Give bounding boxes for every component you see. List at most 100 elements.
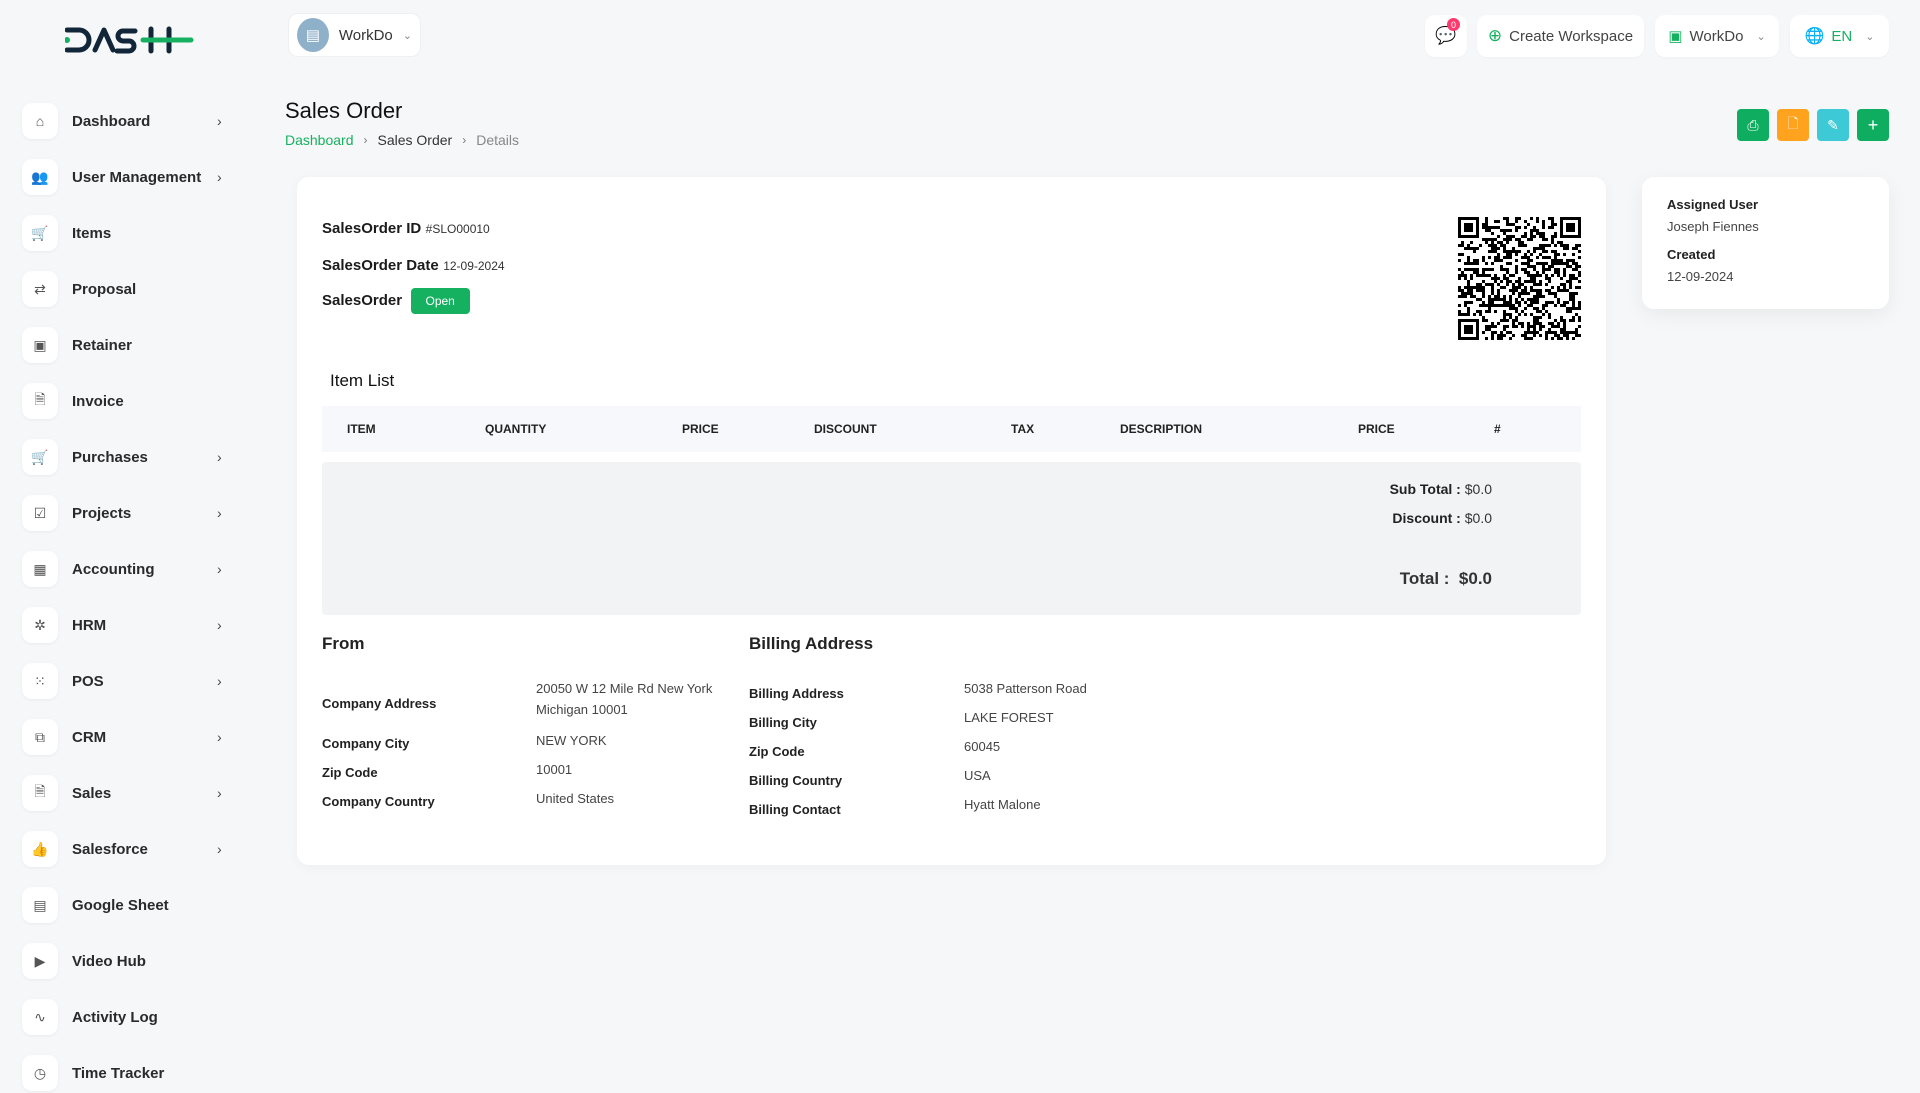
printer-icon: ⎙ [1747, 116, 1759, 133]
thumbs-up-icon: 👍 [22, 831, 58, 867]
chevron-right-icon: › [217, 561, 222, 577]
sidebar-item-hrm[interactable]: ✲ HRM › [22, 605, 232, 645]
chevron-right-icon: › [217, 673, 222, 689]
home-icon: ⌂ [22, 103, 58, 139]
globe-icon: 🌐 [1804, 28, 1825, 45]
discount-label: Discount : [1392, 510, 1461, 526]
breadcrumb-sales-order[interactable]: Sales Order [377, 132, 453, 148]
chevron-right-icon: › [217, 617, 222, 633]
column-header: DESCRIPTION [1120, 422, 1203, 436]
sidebar-item-video-hub[interactable]: ▶ Video Hub [22, 941, 232, 981]
add-button[interactable]: + [1857, 109, 1889, 141]
from-field-label: Company Address [322, 696, 437, 711]
qr-code [1458, 217, 1581, 340]
chevron-right-icon: › [363, 133, 368, 147]
billing-field-label: Zip Code [749, 744, 805, 759]
created-label: Created [1667, 247, 1716, 262]
sidebar-item-sales[interactable]: 🗎 Sales › [22, 773, 232, 813]
dash-logo[interactable] [65, 22, 195, 58]
create-workspace-button[interactable]: ⊕ Create Workspace [1477, 15, 1644, 57]
billing-field-label: Billing City [749, 715, 817, 730]
chevron-right-icon: › [217, 505, 222, 521]
order-info-card: Assigned User Joseph Fiennes Created 12-… [1642, 177, 1889, 309]
billing-title: Billing Address [749, 634, 874, 653]
sidebar-item-accounting[interactable]: ▦ Accounting › [22, 549, 232, 589]
invoice-icon: 🗎 [22, 383, 58, 419]
sidebar-item-dashboard[interactable]: ⌂ Dashboard › [22, 101, 232, 141]
checkbox-icon: ☑ [22, 495, 58, 531]
cart-icon: 🛒 [22, 215, 58, 251]
totals-box: Sub Total : $0.0 Discount : $0.0 Total :… [322, 462, 1581, 615]
sidebar-item-user-management[interactable]: 👥 User Management › [22, 157, 232, 197]
billing-field-value: USA [964, 768, 991, 783]
messages-button[interactable]: 💬 0 [1425, 15, 1467, 57]
billing-field-value: Hyatt Malone [964, 797, 1041, 812]
chevron-right-icon: › [217, 113, 222, 129]
chevron-right-icon: › [217, 449, 222, 465]
workspace-menu-button[interactable]: ▣ WorkDo ⌄ [1655, 15, 1779, 57]
sidebar-item-items[interactable]: 🛒 Items [22, 213, 232, 253]
from-field-label: Company Country [322, 794, 435, 809]
sidebar-item-label: Activity Log [72, 1008, 158, 1026]
chevron-down-icon: ⌄ [1865, 30, 1875, 43]
order-status-label: SalesOrder [322, 292, 403, 310]
from-field-value: 10001 [536, 762, 573, 777]
sidebar-item-google-sheet[interactable]: ▤ Google Sheet [22, 885, 232, 925]
billing-field-value: 5038 Patterson Road [964, 681, 1087, 696]
sidebar-item-label: Video Hub [72, 952, 146, 970]
workspace-menu-label: WorkDo [1689, 27, 1744, 45]
sidebar-item-label: Invoice [72, 392, 124, 410]
sidebar-item-time-tracker[interactable]: ◷ Time Tracker [22, 1053, 232, 1093]
chevron-right-icon: › [217, 841, 222, 857]
order-id-row: SalesOrder ID #SLO00010 [322, 220, 490, 238]
video-icon: ▶ [22, 943, 58, 979]
sidebar-item-retainer[interactable]: ▣ Retainer [22, 325, 232, 365]
order-id-label: SalesOrder ID [322, 220, 422, 237]
sidebar-item-label: HRM [72, 616, 107, 634]
workspace-avatar: ▤ [297, 18, 329, 52]
sidebar-item-label: CRM [72, 728, 107, 746]
sidebar-item-activity-log[interactable]: ∿ Activity Log [22, 997, 232, 1037]
billing-field-label: Billing Country [749, 773, 843, 788]
language-selector[interactable]: 🌐 EN ⌄ [1790, 15, 1889, 57]
retainer-icon: ▣ [22, 327, 58, 363]
print-button[interactable]: ⎙ [1737, 109, 1769, 141]
edit-button[interactable]: ✎ [1817, 109, 1849, 141]
document-icon: 🗎 [22, 775, 58, 811]
order-status-row: SalesOrder Open [322, 288, 470, 314]
download-pdf-button[interactable]: 🗋 [1777, 109, 1809, 141]
item-table-header: ITEM QUANTITY PRICE DISCOUNT TAX DESCRIPTION P… [322, 406, 1581, 452]
language-label: EN [1831, 27, 1853, 45]
sidebar-item-purchases[interactable]: 🛒 Purchases › [22, 437, 232, 477]
chevron-right-icon: › [217, 169, 222, 185]
sidebar-item-label: Google Sheet [72, 896, 169, 914]
sidebar-item-label: Sales [72, 784, 112, 802]
sidebar-item-salesforce[interactable]: 👍 Salesforce › [22, 829, 232, 869]
billing-field-value: 60045 [964, 739, 1001, 754]
sidebar-item-crm[interactable]: ⧉ CRM › [22, 717, 232, 757]
workspace-selector[interactable]: ▤ WorkDo ⌄ [288, 13, 421, 57]
breadcrumb-dashboard[interactable]: Dashboard [285, 132, 354, 148]
column-header: PRICE [1358, 422, 1395, 436]
billing-field-label: Billing Contact [749, 802, 841, 817]
chevron-right-icon: › [217, 785, 222, 801]
plus-icon: + [1867, 114, 1879, 135]
billing-field-label: Billing Address [749, 686, 844, 701]
crm-icon: ⧉ [22, 719, 58, 755]
sidebar-item-proposal[interactable]: ⇄ Proposal [22, 269, 232, 309]
sidebar-item-pos[interactable]: ⁙ POS › [22, 661, 232, 701]
dots-grid-icon: ⁙ [22, 663, 58, 699]
sidebar-item-label: Proposal [72, 280, 137, 298]
column-header: QUANTITY [485, 422, 547, 436]
sidebar-item-label: POS [72, 672, 104, 690]
subtotal-value: $0.0 [1464, 481, 1492, 497]
sales-order-card: SalesOrder ID #SLO00010 SalesOrder Date … [297, 177, 1606, 865]
total-value: $0.0 [1458, 569, 1492, 588]
sidebar-item-projects[interactable]: ☑ Projects › [22, 493, 232, 533]
plus-circle-icon: ⊕ [1487, 26, 1503, 45]
sidebar-item-invoice[interactable]: 🗎 Invoice [22, 381, 232, 421]
apps-icon: ▣ [1668, 28, 1683, 45]
chevron-down-icon: ⌄ [1756, 30, 1766, 43]
sidebar-item-label: Time Tracker [72, 1064, 165, 1082]
order-date-row: SalesOrder Date 12-09-2024 [322, 257, 505, 275]
